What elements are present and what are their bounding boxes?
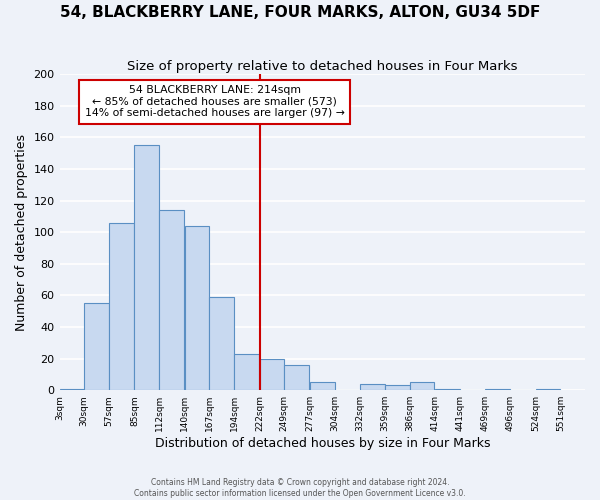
Bar [360, 384, 385, 390]
Bar [209, 297, 234, 390]
Bar [159, 210, 184, 390]
Title: Size of property relative to detached houses in Four Marks: Size of property relative to detached ho… [127, 60, 518, 73]
Bar [410, 382, 434, 390]
X-axis label: Distribution of detached houses by size in Four Marks: Distribution of detached houses by size … [155, 437, 490, 450]
Bar [185, 226, 209, 390]
Bar [435, 388, 460, 390]
Text: 54, BLACKBERRY LANE, FOUR MARKS, ALTON, GU34 5DF: 54, BLACKBERRY LANE, FOUR MARKS, ALTON, … [60, 5, 540, 20]
Bar [536, 388, 560, 390]
Bar [485, 388, 510, 390]
Bar [134, 146, 159, 390]
Bar [310, 382, 335, 390]
Bar [385, 386, 410, 390]
Bar [59, 388, 84, 390]
Bar [234, 354, 259, 390]
Y-axis label: Number of detached properties: Number of detached properties [15, 134, 28, 330]
Bar [284, 365, 309, 390]
Bar [84, 304, 109, 390]
Bar [260, 358, 284, 390]
Text: 54 BLACKBERRY LANE: 214sqm
← 85% of detached houses are smaller (573)
14% of sem: 54 BLACKBERRY LANE: 214sqm ← 85% of deta… [85, 85, 344, 118]
Bar [109, 222, 134, 390]
Text: Contains HM Land Registry data © Crown copyright and database right 2024.
Contai: Contains HM Land Registry data © Crown c… [134, 478, 466, 498]
